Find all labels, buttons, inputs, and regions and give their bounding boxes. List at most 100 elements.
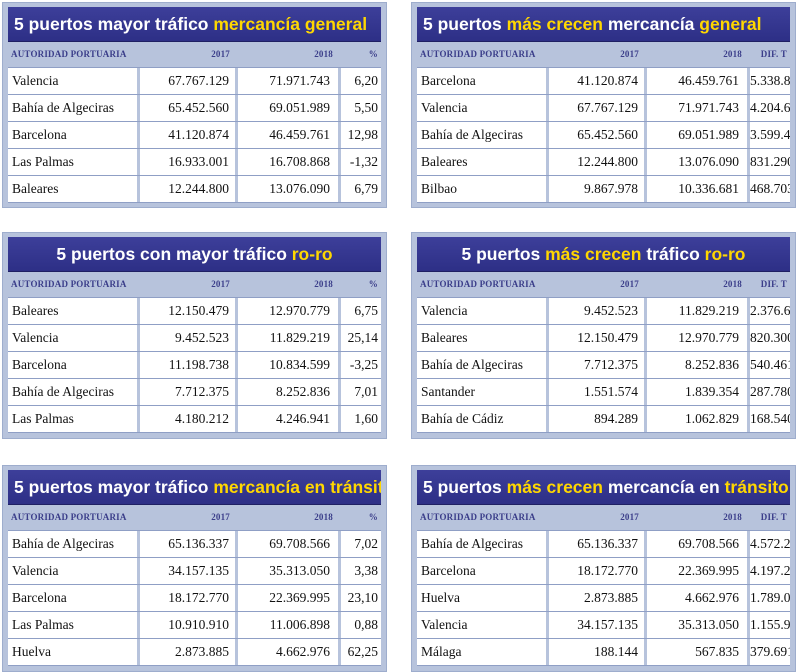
cell-2018: 1.839.354	[647, 379, 750, 405]
cell-variacion: 468.703	[750, 176, 790, 202]
cell-2017: 12.244.800	[549, 149, 647, 175]
cell-2018: 69.708.566	[238, 531, 341, 557]
cell-variacion: 3,38	[341, 558, 381, 584]
cell-variacion: 5,50	[341, 95, 381, 121]
cell-autoridad: Valencia	[8, 68, 140, 94]
header-2017: 2017	[620, 49, 639, 59]
header-2018: 2018	[723, 49, 742, 59]
cell-variacion: 1.155.915	[750, 612, 790, 638]
table-row: Bahía de Cádiz 894.289 1.062.829 168.540	[417, 405, 790, 433]
cell-2018: 11.829.219	[647, 298, 750, 324]
cell-2017: 18.172.770	[549, 558, 647, 584]
cell-variacion: 12,98	[341, 122, 381, 148]
cell-2017: 12.150.479	[549, 325, 647, 351]
table-row: Bahía de Algeciras 65.136.337 69.708.566 4.…	[417, 530, 790, 557]
cell-variacion: 6,20	[341, 68, 381, 94]
cell-autoridad: Málaga	[417, 639, 549, 665]
cell-variacion: 831.290	[750, 149, 790, 175]
table-row: Bilbao 9.867.978 10.336.681 468.703	[417, 175, 790, 203]
cell-autoridad: Bahía de Cádiz	[417, 406, 549, 432]
table-body: Valencia 67.767.129 71.971.743 6,20 Bahía de…	[8, 67, 381, 203]
cell-2018: 567.835	[647, 639, 750, 665]
table-row: Bahía de Algeciras 7.712.375 8.252.836 7,01	[8, 378, 381, 405]
table-header: AUTORIDAD PORTUARIA 2017 2018 DIF. T	[417, 271, 790, 297]
cell-2017: 4.180.212	[140, 406, 238, 432]
cell-2017: 16.933.001	[140, 149, 238, 175]
cell-variacion: 7,02	[341, 531, 381, 557]
cell-2018: 22.369.995	[238, 585, 341, 611]
cell-2017: 894.289	[549, 406, 647, 432]
cell-variacion: 7,01	[341, 379, 381, 405]
cell-autoridad: Valencia	[417, 95, 549, 121]
table-row: Huelva 2.873.885 4.662.976 62,25	[8, 638, 381, 666]
panel-title: 5 puertos mayor tráfico mercancía en trá…	[8, 470, 381, 504]
header-2018: 2018	[314, 512, 333, 522]
cell-variacion: 1.789.091	[750, 585, 790, 611]
table-row: Baleares 12.150.479 12.970.779 820.300	[417, 324, 790, 351]
cell-2018: 69.708.566	[647, 531, 750, 557]
cell-2017: 12.244.800	[140, 176, 238, 202]
cell-autoridad: Las Palmas	[8, 612, 140, 638]
cell-variacion: 6,79	[341, 176, 381, 202]
table-row: Bahía de Algeciras 7.712.375 8.252.836 540.…	[417, 351, 790, 378]
cell-variacion: 4.197.225	[750, 558, 790, 584]
cell-autoridad: Bahía de Algeciras	[417, 352, 549, 378]
table-header: AUTORIDAD PORTUARIA 2017 2018 %	[8, 504, 381, 530]
table-row: Santander 1.551.574 1.839.354 287.780	[417, 378, 790, 405]
cell-autoridad: Baleares	[417, 325, 549, 351]
table-row: Valencia 34.157.135 35.313.050 3,38	[8, 557, 381, 584]
panel-title: 5 puertos más crecen mercancía en tránsi…	[417, 470, 790, 504]
header-last: %	[368, 49, 378, 59]
cell-2017: 10.910.910	[140, 612, 238, 638]
cell-2018: 13.076.090	[238, 176, 341, 202]
cell-2017: 67.767.129	[549, 95, 647, 121]
cell-autoridad: Santander	[417, 379, 549, 405]
table-body: Barcelona41.120.87446.459.7615.338.887Va…	[417, 67, 790, 203]
cell-autoridad: Valencia	[8, 558, 140, 584]
cell-2017: 65.136.337	[549, 531, 647, 557]
cell-2017: 11.198.738	[140, 352, 238, 378]
table-row: Baleares 12.244.800 13.076.090 831.290	[417, 148, 790, 175]
panel-title: 5 puertos mayor tráfico mercancía genera…	[8, 7, 381, 41]
table-panel-mercancia-transito: 5 puertos mayor tráfico mercancía en trá…	[2, 465, 387, 672]
cell-autoridad: Valencia	[8, 325, 140, 351]
cell-2017: 7.712.375	[549, 352, 647, 378]
table-row: Bahía de Algeciras 65.136.337 69.708.566 7,…	[8, 530, 381, 557]
cell-2017: 65.452.560	[140, 95, 238, 121]
cell-autoridad: Baleares	[8, 176, 140, 202]
table-header: AUTORIDAD PORTUARIA 2017 2018 %	[8, 271, 381, 297]
cell-autoridad: Huelva	[8, 639, 140, 665]
cell-2017: 9.867.978	[549, 176, 647, 202]
cell-autoridad: Bahía de Algeciras	[8, 531, 140, 557]
cell-autoridad: Bahía de Algeciras	[8, 95, 140, 121]
cell-2018: 22.369.995	[647, 558, 750, 584]
cell-2017: 2.873.885	[549, 585, 647, 611]
table-panel-crecen-mercancia-transito: 5 puertos más crecen mercancía en tránsi…	[411, 465, 796, 672]
cell-variacion: 4.204.614	[750, 95, 790, 121]
table-header: AUTORIDAD PORTUARIA 2017 2018 DIF. T	[417, 41, 790, 67]
cell-variacion: 62,25	[341, 639, 381, 665]
cell-2017: 18.172.770	[140, 585, 238, 611]
table-row: Las Palmas 16.933.001 16.708.868 -1,32	[8, 148, 381, 175]
header-last: %	[368, 512, 378, 522]
cell-autoridad: Bilbao	[417, 176, 549, 202]
cell-autoridad: Bahía de Algeciras	[417, 531, 549, 557]
cell-variacion: 5.338.887	[750, 68, 790, 94]
cell-2018: 11.006.898	[238, 612, 341, 638]
cell-autoridad: Barcelona	[417, 68, 549, 94]
cell-autoridad: Barcelona	[8, 585, 140, 611]
cell-2018: 12.970.779	[647, 325, 750, 351]
cell-2018: 71.971.743	[647, 95, 750, 121]
table-body: Baleares 12.150.479 12.970.779 6,75 Valencia…	[8, 297, 381, 433]
cell-2018: 4.246.941	[238, 406, 341, 432]
cell-2018: 11.829.219	[238, 325, 341, 351]
header-last: DIF. T	[760, 512, 787, 522]
cell-2017: 7.712.375	[140, 379, 238, 405]
cell-variacion: 23,10	[341, 585, 381, 611]
cell-2017: 65.136.337	[140, 531, 238, 557]
header-autoridad: AUTORIDAD PORTUARIA	[11, 49, 127, 59]
